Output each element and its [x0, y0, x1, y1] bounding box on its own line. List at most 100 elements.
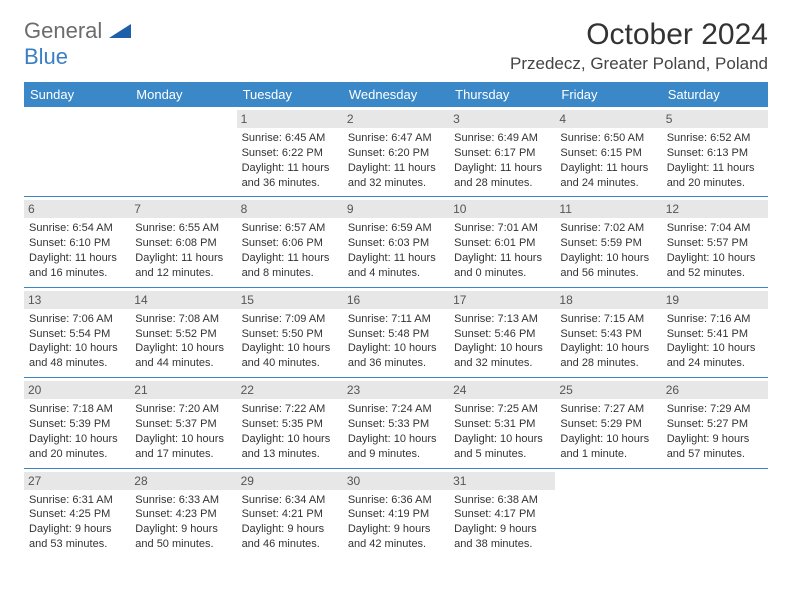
day-number: 8: [237, 200, 343, 218]
day-header-row: Sunday Monday Tuesday Wednesday Thursday…: [24, 82, 768, 107]
day-number: 26: [662, 381, 768, 399]
day-details: Sunrise: 7:16 AMSunset: 5:41 PMDaylight:…: [667, 312, 763, 371]
day-header: Saturday: [662, 82, 768, 107]
day-details: Sunrise: 6:31 AMSunset: 4:25 PMDaylight:…: [29, 493, 125, 552]
day-details: Sunrise: 6:54 AMSunset: 6:10 PMDaylight:…: [29, 221, 125, 280]
calendar-day-cell: 4 Sunrise: 6:50 AMSunset: 6:15 PMDaylight…: [555, 107, 661, 197]
day-number: 7: [130, 200, 236, 218]
day-number: 11: [555, 200, 661, 218]
day-header: Sunday: [24, 82, 130, 107]
day-number: 19: [662, 291, 768, 309]
calendar-day-cell: 12 Sunrise: 7:04 AMSunset: 5:57 PMDayligh…: [662, 197, 768, 287]
calendar-week-row: 6 Sunrise: 6:54 AMSunset: 6:10 PMDaylight…: [24, 197, 768, 287]
day-details: Sunrise: 6:38 AMSunset: 4:17 PMDaylight:…: [454, 493, 550, 552]
calendar-day-cell: 6 Sunrise: 6:54 AMSunset: 6:10 PMDaylight…: [24, 197, 130, 287]
calendar-empty-cell: [130, 107, 236, 197]
calendar-empty-cell: [662, 468, 768, 558]
day-details: Sunrise: 6:45 AMSunset: 6:22 PMDaylight:…: [242, 131, 338, 190]
day-details: Sunrise: 7:09 AMSunset: 5:50 PMDaylight:…: [242, 312, 338, 371]
calendar-day-cell: 3Sunrise: 6:49 AMSunset: 6:17 PMDaylight…: [449, 107, 555, 197]
calendar-day-cell: 26 Sunrise: 7:29 AMSunset: 5:27 PMDayligh…: [662, 378, 768, 468]
day-details: Sunrise: 7:18 AMSunset: 5:39 PMDaylight:…: [29, 402, 125, 461]
calendar-day-cell: 24 Sunrise: 7:25 AMSunset: 5:31 PMDayligh…: [449, 378, 555, 468]
day-details: Sunrise: 7:04 AMSunset: 5:57 PMDaylight:…: [667, 221, 763, 280]
day-number: 27: [24, 472, 130, 490]
calendar-day-cell: 21 Sunrise: 7:20 AMSunset: 5:37 PMDayligh…: [130, 378, 236, 468]
calendar-day-cell: 1Sunrise: 6:45 AMSunset: 6:22 PMDaylight…: [237, 107, 343, 197]
logo: General Blue: [24, 18, 131, 70]
calendar-day-cell: 23Sunrise: 7:24 AMSunset: 5:33 PMDayligh…: [343, 378, 449, 468]
day-number: 14: [130, 291, 236, 309]
day-details: Sunrise: 6:55 AMSunset: 6:08 PMDaylight:…: [135, 221, 231, 280]
day-number: 15: [237, 291, 343, 309]
calendar-week-row: 27 Sunrise: 6:31 AMSunset: 4:25 PMDayligh…: [24, 468, 768, 558]
day-details: Sunrise: 7:20 AMSunset: 5:37 PMDaylight:…: [135, 402, 231, 461]
calendar-day-cell: 25 Sunrise: 7:27 AMSunset: 5:29 PMDayligh…: [555, 378, 661, 468]
calendar-empty-cell: [555, 468, 661, 558]
calendar-day-cell: 27 Sunrise: 6:31 AMSunset: 4:25 PMDayligh…: [24, 468, 130, 558]
header: General Blue October 2024 Przedecz, Grea…: [24, 18, 768, 74]
day-number: 16: [343, 291, 449, 309]
day-details: Sunrise: 7:02 AMSunset: 5:59 PMDaylight:…: [560, 221, 656, 280]
day-details: Sunrise: 6:50 AMSunset: 6:15 PMDaylight:…: [560, 131, 656, 190]
calendar-empty-cell: [24, 107, 130, 197]
day-details: Sunrise: 6:34 AMSunset: 4:21 PMDaylight:…: [242, 493, 338, 552]
day-details: Sunrise: 6:57 AMSunset: 6:06 PMDaylight:…: [242, 221, 338, 280]
calendar-body: 1Sunrise: 6:45 AMSunset: 6:22 PMDaylight…: [24, 107, 768, 558]
day-number: 13: [24, 291, 130, 309]
day-number: 9: [343, 200, 449, 218]
day-number: 6: [24, 200, 130, 218]
title-block: October 2024 Przedecz, Greater Poland, P…: [510, 18, 768, 74]
calendar-day-cell: 20 Sunrise: 7:18 AMSunset: 5:39 PMDayligh…: [24, 378, 130, 468]
day-number: 29: [237, 472, 343, 490]
day-number: 4: [555, 110, 661, 128]
day-details: Sunrise: 7:06 AMSunset: 5:54 PMDaylight:…: [29, 312, 125, 371]
calendar-day-cell: 10 Sunrise: 7:01 AMSunset: 6:01 PMDayligh…: [449, 197, 555, 287]
day-details: Sunrise: 7:08 AMSunset: 5:52 PMDaylight:…: [135, 312, 231, 371]
calendar-day-cell: 28 Sunrise: 6:33 AMSunset: 4:23 PMDayligh…: [130, 468, 236, 558]
day-details: Sunrise: 6:52 AMSunset: 6:13 PMDaylight:…: [667, 131, 763, 190]
month-title: October 2024: [510, 18, 768, 52]
day-number: 20: [24, 381, 130, 399]
day-number: 10: [449, 200, 555, 218]
day-details: Sunrise: 6:33 AMSunset: 4:23 PMDaylight:…: [135, 493, 231, 552]
logo-word2: Blue: [24, 44, 68, 69]
day-number: 22: [237, 381, 343, 399]
day-header: Thursday: [449, 82, 555, 107]
day-header: Friday: [555, 82, 661, 107]
day-number: 24: [449, 381, 555, 399]
day-details: Sunrise: 7:25 AMSunset: 5:31 PMDaylight:…: [454, 402, 550, 461]
calendar-day-cell: 5 Sunrise: 6:52 AMSunset: 6:13 PMDaylight…: [662, 107, 768, 197]
day-details: Sunrise: 6:59 AMSunset: 6:03 PMDaylight:…: [348, 221, 444, 280]
day-details: Sunrise: 7:22 AMSunset: 5:35 PMDaylight:…: [242, 402, 338, 461]
calendar-day-cell: 19 Sunrise: 7:16 AMSunset: 5:41 PMDayligh…: [662, 287, 768, 377]
day-number: 28: [130, 472, 236, 490]
day-number: 3: [449, 110, 555, 128]
calendar-day-cell: 7 Sunrise: 6:55 AMSunset: 6:08 PMDaylight…: [130, 197, 236, 287]
calendar-day-cell: 30Sunrise: 6:36 AMSunset: 4:19 PMDayligh…: [343, 468, 449, 558]
calendar-day-cell: 11 Sunrise: 7:02 AMSunset: 5:59 PMDayligh…: [555, 197, 661, 287]
calendar-day-cell: 17Sunrise: 7:13 AMSunset: 5:46 PMDayligh…: [449, 287, 555, 377]
day-details: Sunrise: 7:01 AMSunset: 6:01 PMDaylight:…: [454, 221, 550, 280]
day-header: Monday: [130, 82, 236, 107]
calendar-day-cell: 14 Sunrise: 7:08 AMSunset: 5:52 PMDayligh…: [130, 287, 236, 377]
day-number: 5: [662, 110, 768, 128]
location: Przedecz, Greater Poland, Poland: [510, 54, 768, 74]
day-number: 25: [555, 381, 661, 399]
day-number: 12: [662, 200, 768, 218]
calendar-week-row: 1Sunrise: 6:45 AMSunset: 6:22 PMDaylight…: [24, 107, 768, 197]
logo-text: General Blue: [24, 18, 131, 70]
day-details: Sunrise: 7:29 AMSunset: 5:27 PMDaylight:…: [667, 402, 763, 461]
day-details: Sunrise: 6:36 AMSunset: 4:19 PMDaylight:…: [348, 493, 444, 552]
calendar-day-cell: 29 Sunrise: 6:34 AMSunset: 4:21 PMDayligh…: [237, 468, 343, 558]
day-details: Sunrise: 7:27 AMSunset: 5:29 PMDaylight:…: [560, 402, 656, 461]
day-number: 23: [343, 381, 449, 399]
calendar-day-cell: 16Sunrise: 7:11 AMSunset: 5:48 PMDayligh…: [343, 287, 449, 377]
day-number: 2: [343, 110, 449, 128]
calendar-day-cell: 31 Sunrise: 6:38 AMSunset: 4:17 PMDayligh…: [449, 468, 555, 558]
calendar-day-cell: 13 Sunrise: 7:06 AMSunset: 5:54 PMDayligh…: [24, 287, 130, 377]
day-details: Sunrise: 6:47 AMSunset: 6:20 PMDaylight:…: [348, 131, 444, 190]
day-number: 31: [449, 472, 555, 490]
day-details: Sunrise: 7:13 AMSunset: 5:46 PMDaylight:…: [454, 312, 550, 371]
day-number: 21: [130, 381, 236, 399]
